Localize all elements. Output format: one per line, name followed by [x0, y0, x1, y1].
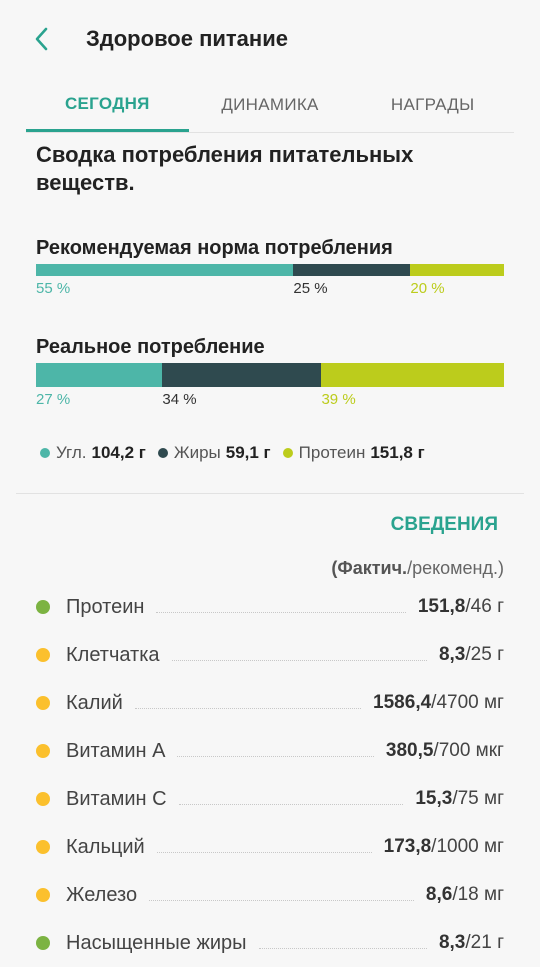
nutrient-amount: 15,3/75 мг: [415, 788, 504, 809]
back-button[interactable]: [26, 24, 56, 54]
nutrient-amount: 8,3/21 г: [438, 932, 504, 953]
nutrient-row: Калий 1586,4/4700 мг: [36, 679, 504, 727]
nutrient-row: Железо 8,6/18 мг: [36, 871, 504, 919]
nutrient-amount: 8,6/18 мг: [425, 884, 504, 905]
status-dot-icon: [36, 600, 50, 614]
recommended-protein-segment: [410, 264, 504, 276]
carbs-dot-icon: [40, 448, 50, 458]
details-button[interactable]: СВЕДЕНИЯ: [390, 514, 498, 535]
recommended-label: Рекомендуемая норма потребления: [36, 237, 393, 259]
recommended-fat-percent: 25 %: [293, 280, 328, 297]
note-recommended: /рекоменд.): [407, 558, 504, 578]
note-actual: (Фактич.: [331, 558, 408, 578]
status-dot-icon: [36, 888, 50, 902]
dotted-leader: [134, 707, 362, 709]
actual-percentages: 27 % 34 % 39 %: [36, 387, 504, 413]
status-dot-icon: [36, 696, 50, 710]
tab-dynamics[interactable]: ДИНАМИКА: [221, 95, 319, 114]
app-header: Здоровое питание: [0, 0, 540, 78]
actual-bar: [36, 363, 504, 387]
dotted-leader: [171, 659, 427, 661]
actual-protein-percent: 39 %: [321, 391, 356, 408]
details-legend-note: (Фактич./рекоменд.): [0, 558, 504, 579]
legend-fat-name: Жиры: [173, 443, 221, 462]
chevron-left-icon: [35, 27, 48, 51]
page-title: Здоровое питание: [86, 26, 288, 51]
recommended-carbs-percent: 55 %: [36, 280, 71, 297]
legend-protein-name: Протеин: [298, 443, 366, 462]
nutrient-name: Кальций: [66, 835, 145, 858]
nutrient-row: Клетчатка 8,3/25 г: [36, 631, 504, 679]
actual-protein-segment: [321, 363, 504, 387]
dotted-leader: [177, 755, 374, 757]
legend-carbs-value: 104,2 г: [91, 443, 146, 462]
nutrient-name: Железо: [66, 883, 138, 906]
recommended-bar: [36, 264, 504, 276]
nutrient-amount: 151,8/46 г: [417, 596, 504, 617]
status-dot-icon: [36, 792, 50, 806]
nutrient-row: Насыщенные жиры 8,3/21 г: [36, 919, 504, 967]
status-dot-icon: [36, 648, 50, 662]
tab-bar: СЕГОДНЯ ДИНАМИКА НАГРАДЫ: [26, 78, 514, 133]
nutrient-amount: 1586,4/4700 мг: [373, 692, 504, 713]
actual-carbs-segment: [36, 363, 163, 387]
dotted-leader: [178, 803, 404, 805]
status-dot-icon: [36, 744, 50, 758]
dotted-leader: [149, 899, 414, 901]
dotted-leader: [258, 947, 427, 949]
dotted-leader: [156, 611, 406, 613]
section-divider: [16, 493, 524, 494]
legend-fat-value: 59,1 г: [225, 443, 271, 462]
nutrient-name: Насыщенные жиры: [66, 931, 247, 954]
nutrient-name: Протеин: [66, 595, 145, 618]
actual-label: Реальное потребление: [36, 336, 265, 358]
nutrient-row: Кальций 173,8/1000 мг: [36, 823, 504, 871]
nutrient-name: Калий: [66, 691, 123, 714]
summary-title: Сводка потребления питательных веществ.: [36, 142, 414, 195]
nutrient-name: Витамин С: [66, 787, 167, 810]
tab-awards[interactable]: НАГРАДЫ: [390, 95, 475, 114]
actual-carbs-percent: 27 %: [36, 391, 71, 408]
nutrient-amount: 380,5/700 мкг: [385, 740, 504, 761]
actual-fat-segment: [162, 363, 322, 387]
recommended-percentages: 55 % 25 % 20 %: [36, 276, 504, 302]
recommended-carbs-segment: [36, 264, 294, 276]
nutrient-row: Витамин С 15,3/75 мг: [36, 775, 504, 823]
macro-legend: Угл. 104,2 г Жиры 59,1 г Протеин 151,8 г: [40, 443, 504, 463]
status-dot-icon: [36, 936, 50, 950]
recommended-fat-segment: [293, 264, 411, 276]
protein-dot-icon: [282, 448, 293, 458]
nutrient-row: Витамин А 380,5/700 мкг: [36, 727, 504, 775]
dotted-leader: [156, 851, 372, 853]
nutrient-amount: 8,3/25 г: [438, 644, 504, 665]
fat-dot-icon: [157, 448, 168, 458]
nutrient-amount: 173,8/1000 мг: [383, 836, 504, 857]
recommended-protein-percent: 20 %: [410, 280, 445, 297]
nutrient-name: Витамин А: [66, 739, 166, 762]
status-dot-icon: [36, 840, 50, 854]
nutrient-row: Протеин 151,8/46 г: [36, 583, 504, 631]
legend-carbs-name: Угл.: [56, 443, 87, 462]
nutrient-name: Клетчатка: [66, 643, 160, 666]
legend-protein-value: 151,8 г: [370, 443, 425, 462]
tab-today[interactable]: СЕГОДНЯ: [26, 78, 189, 132]
nutrient-list: Протеин 151,8/46 г Клетчатка 8,3/25 г Ка…: [0, 583, 540, 967]
actual-fat-percent: 34 %: [162, 391, 197, 408]
